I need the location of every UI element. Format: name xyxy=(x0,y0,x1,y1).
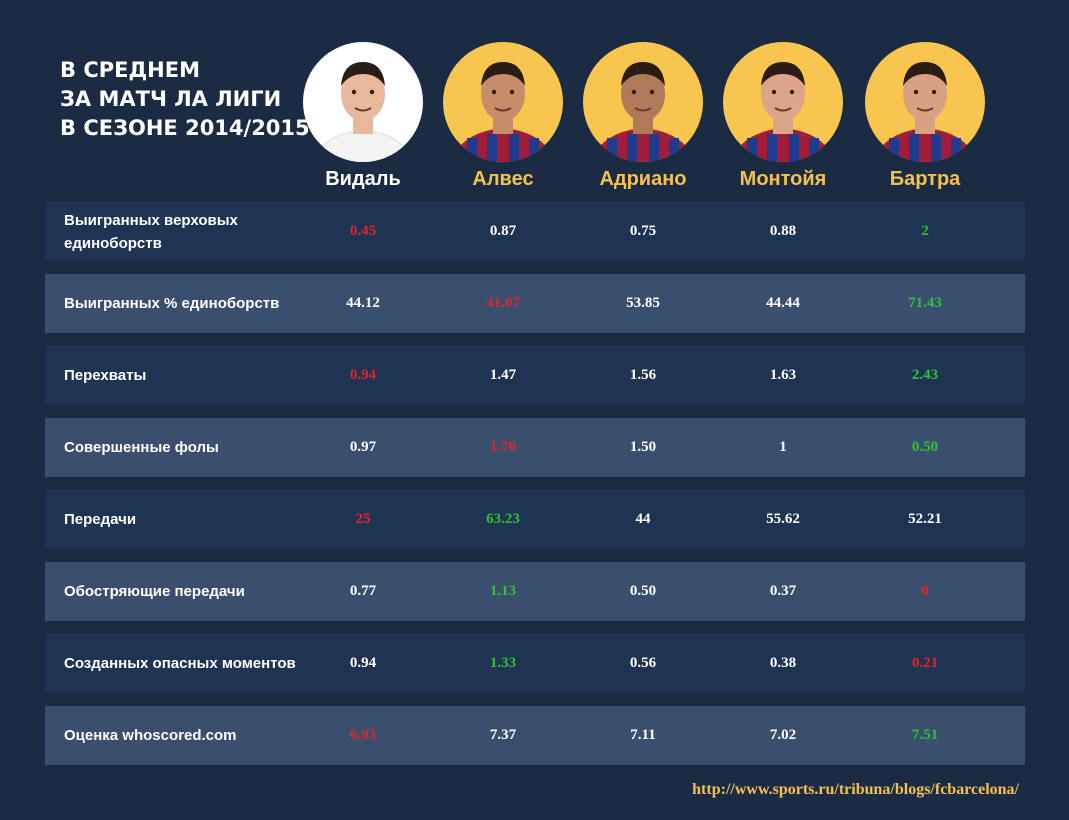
stat-value: 1.13 xyxy=(489,583,517,599)
stat-label: Выигранных верховых единоборств xyxy=(64,211,238,252)
stat-value: 2.43 xyxy=(911,367,939,383)
stat-value: 0.45 xyxy=(349,223,377,239)
stat-value: 1.56 xyxy=(629,367,657,383)
stat-label: Обостряющие передачи xyxy=(64,583,245,600)
stat-value: 0.94 xyxy=(349,367,377,383)
table-row: Совершенные фолы 0.97 1.70 1.50 1 0.50 xyxy=(45,418,1025,477)
player-5: Бартра xyxy=(855,42,995,191)
stat-value: 0.75 xyxy=(629,223,657,239)
stat-value: 44.44 xyxy=(766,295,800,311)
stat-value: 1 xyxy=(779,439,787,455)
player-name: Монтойя xyxy=(739,168,827,190)
stat-value: 63.23 xyxy=(486,511,520,527)
stat-value: 53.85 xyxy=(626,295,660,311)
stat-value: 7.37 xyxy=(489,727,517,743)
stat-value: 0.94 xyxy=(349,655,377,671)
stat-value: 44 xyxy=(635,511,651,527)
source-link[interactable]: http://www.sports.ru/tribuna/blogs/fcbar… xyxy=(692,781,1019,798)
title-line-3: В СЕЗОНЕ 2014/2015 xyxy=(60,116,310,140)
table-row: Обостряющие передачи 0.77 1.13 0.50 0.37 0 xyxy=(45,562,1025,621)
player-name: Адриано xyxy=(599,168,687,190)
stat-value: 0.50 xyxy=(629,583,657,599)
table-row: Выигранных % единоборств 44.12 41.07 53.85 4… xyxy=(45,274,1025,333)
stat-value: 1.47 xyxy=(489,367,517,383)
stat-label: Совершенные фолы xyxy=(64,439,219,456)
stat-value: 1.33 xyxy=(489,655,517,671)
stat-label: Оценка whoscored.com xyxy=(64,727,237,744)
stat-label: Выигранных % единоборств xyxy=(64,295,280,312)
infographic-title: В СРЕДНЕМ ЗА МАТЧ ЛА ЛИГИ В СЕЗОНЕ 2014/… xyxy=(60,56,310,143)
table-row: Перехваты 0.94 1.47 1.56 1.63 2.43 xyxy=(45,346,1025,405)
stat-value: 7.11 xyxy=(630,727,656,743)
player-photo-icon xyxy=(303,42,423,162)
stat-value: 1.50 xyxy=(629,439,657,455)
stat-value: 25 xyxy=(355,511,371,527)
stat-value: 2 xyxy=(921,223,929,239)
stat-value: 0.88 xyxy=(769,223,797,239)
player-3: Адриано xyxy=(573,42,713,191)
players-header: Видаль Алвес Адриано Монтойя Бартра xyxy=(0,0,1069,200)
player-photo-icon xyxy=(583,42,703,162)
stat-value: 7.51 xyxy=(911,727,939,743)
stat-value: 0.87 xyxy=(489,223,517,239)
stat-value: 0.56 xyxy=(629,655,657,671)
stat-value: 0.50 xyxy=(911,439,939,455)
stat-value: 1.70 xyxy=(489,439,517,455)
stat-value: 55.62 xyxy=(766,511,800,527)
stat-value: 71.43 xyxy=(908,295,942,311)
table-row: Выигранных верховых единоборств 0.45 0.87 0… xyxy=(45,202,1025,261)
player-name: Видаль xyxy=(325,168,401,190)
stat-value: 41.07 xyxy=(486,295,520,311)
table-row: Передачи 25 63.23 44 55.62 52.21 xyxy=(45,490,1025,549)
player-photo-icon xyxy=(865,42,985,162)
table-row: Созданных опасных моментов 0.94 1.33 0.56 0.… xyxy=(45,634,1025,693)
stat-value: 6.93 xyxy=(349,727,377,743)
stat-label: Перехваты xyxy=(64,367,147,384)
stat-value: 0.21 xyxy=(911,655,939,671)
stat-label: Созданных опасных моментов xyxy=(64,655,296,672)
stat-value: 0 xyxy=(921,583,929,599)
stat-value: 0.77 xyxy=(349,583,377,599)
stat-value: 52.21 xyxy=(908,511,942,527)
title-line-1: В СРЕДНЕМ xyxy=(60,58,200,82)
stat-value: 0.37 xyxy=(769,583,797,599)
player-4: Монтойя xyxy=(713,42,853,191)
player-name: Бартра xyxy=(889,168,961,190)
stat-label: Передачи xyxy=(64,511,137,528)
stat-value: 0.38 xyxy=(769,655,797,671)
stat-value: 0.97 xyxy=(349,439,377,455)
player-2: Алвес xyxy=(433,42,573,191)
table-row: Оценка whoscored.com 6.93 7.37 7.11 7.02 7.51 xyxy=(45,706,1025,765)
player-photo-icon xyxy=(723,42,843,162)
stat-value: 7.02 xyxy=(769,727,797,743)
player-name: Алвес xyxy=(472,168,534,190)
player-photo-icon xyxy=(443,42,563,162)
stat-value: 44.12 xyxy=(346,295,380,311)
player-1: Видаль xyxy=(293,42,433,191)
title-line-2: ЗА МАТЧ ЛА ЛИГИ xyxy=(60,87,282,111)
stat-value: 1.63 xyxy=(769,367,797,383)
